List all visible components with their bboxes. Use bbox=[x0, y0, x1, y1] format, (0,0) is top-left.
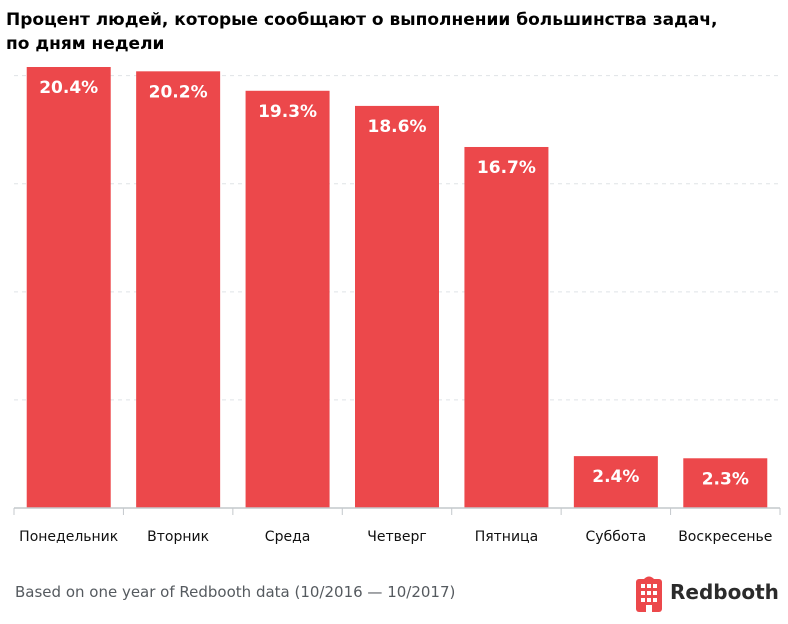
x-tick-label: Понедельник bbox=[19, 529, 118, 545]
bar-1[interactable] bbox=[26, 67, 111, 508]
data-label: 19.3% bbox=[258, 102, 317, 122]
x-tick-label: Суббота bbox=[586, 529, 647, 545]
data-label: 2.4% bbox=[592, 467, 639, 487]
bar-6[interactable] bbox=[573, 456, 658, 508]
x-tick-label: Воскресенье bbox=[678, 529, 772, 545]
data-label: 20.2% bbox=[149, 82, 208, 102]
x-axis bbox=[13, 507, 781, 515]
chart-title-line-1: Процент людей, которые сообщают о выполн… bbox=[6, 10, 718, 30]
bar-2[interactable] bbox=[136, 71, 221, 508]
x-tick-label: Среда bbox=[265, 529, 311, 545]
redbooth-logo-icon bbox=[636, 576, 662, 612]
bar-5[interactable] bbox=[464, 146, 549, 508]
data-label: 20.4% bbox=[39, 78, 98, 98]
chart-title: Процент людей, которые сообщают о выполн… bbox=[6, 8, 718, 56]
bars bbox=[26, 67, 768, 508]
bar-4[interactable] bbox=[355, 105, 439, 508]
x-tick-label: Вторник bbox=[147, 529, 209, 545]
source-note: Based on one year of Redbooth data (10/2… bbox=[15, 583, 456, 601]
chart-title-line-2: по дням недели bbox=[6, 34, 165, 54]
data-label: 2.3% bbox=[702, 469, 749, 489]
bar-7[interactable] bbox=[683, 458, 768, 508]
x-tick-label: Четверг bbox=[367, 529, 426, 545]
x-tick-label: Пятница bbox=[475, 529, 538, 545]
data-label: 18.6% bbox=[368, 117, 427, 137]
bar-chart: 20.4% Понедельник 20.2% Вторник 19.3% Среда 18… bbox=[13, 67, 781, 545]
brand-name: Redbooth bbox=[670, 580, 779, 604]
labels: 20.4% Понедельник 20.2% Вторник 19.3% Среда 18… bbox=[19, 78, 772, 545]
bar-3[interactable] bbox=[245, 90, 330, 508]
data-label: 16.7% bbox=[477, 158, 536, 178]
